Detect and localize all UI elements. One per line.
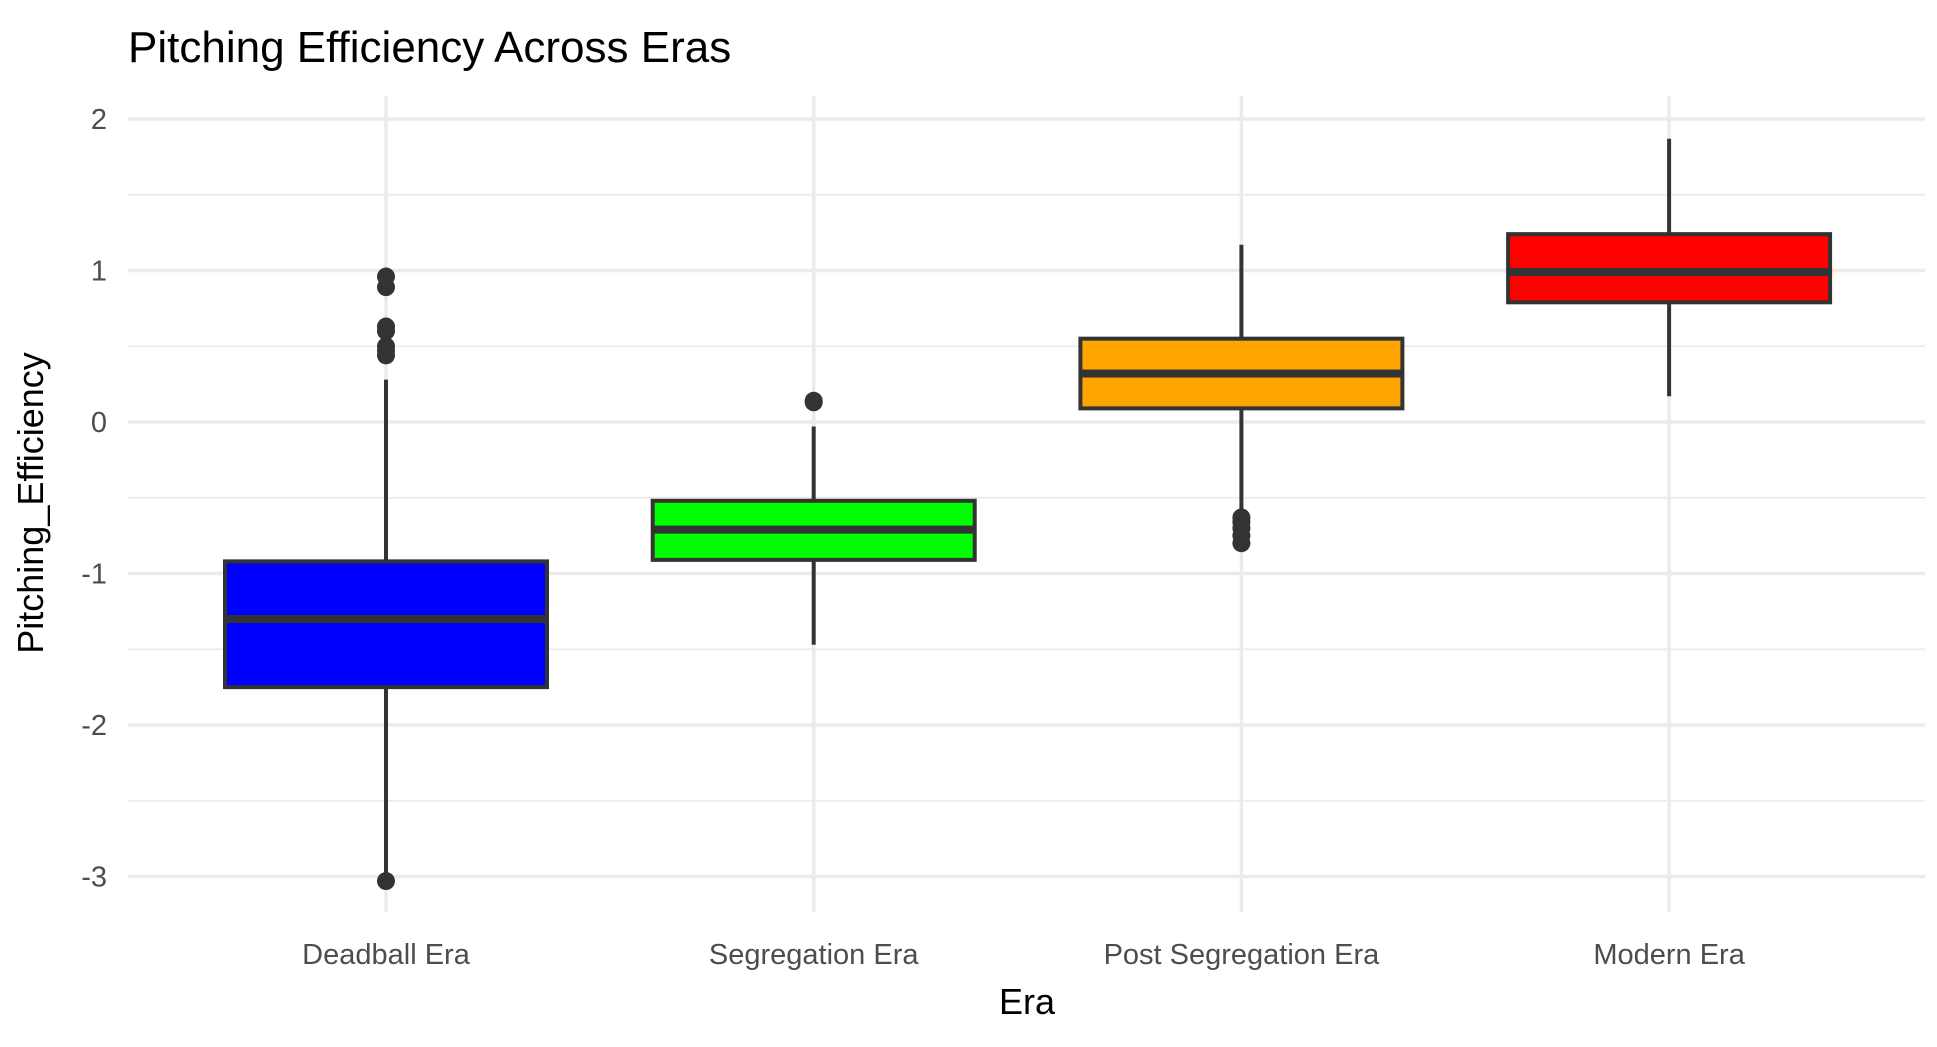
- y-tick-label: -1: [81, 559, 107, 591]
- y-tick-label: 1: [91, 256, 107, 288]
- outlier-point: [377, 278, 395, 297]
- box-modern-era: [1506, 138, 1833, 397]
- y-tick-label: -2: [81, 710, 107, 742]
- outlier-point: [377, 322, 395, 341]
- outlier-point: [377, 346, 395, 365]
- x-tick-label: Segregation Era: [709, 939, 919, 971]
- interquartile-box: [223, 559, 549, 690]
- outlier-point: [377, 872, 395, 891]
- tick-layer: -3 -2 -1 0 1 2 Deadball Era Segregation Era Post…: [81, 104, 1746, 971]
- box-layer: [223, 138, 1833, 891]
- y-tick-label: 2: [91, 104, 107, 136]
- outlier-point: [1232, 534, 1251, 553]
- y-tick-label: 0: [91, 407, 107, 439]
- x-tick-label: Deadball Era: [302, 939, 471, 971]
- x-tick-label: Modern Era: [1593, 939, 1745, 971]
- grid-layer: [128, 96, 1925, 912]
- x-axis-title: Era: [999, 981, 1056, 1022]
- y-tick-label: -3: [81, 862, 107, 894]
- chart-title: Pitching Efficiency Across Eras: [128, 23, 731, 72]
- x-tick-label: Post Segregation Era: [1104, 939, 1381, 971]
- box-deadball-era: [223, 267, 549, 891]
- box-post-segregation-era: [1078, 244, 1405, 553]
- box-segregation-era: [650, 391, 977, 645]
- outlier-point: [804, 393, 823, 412]
- y-axis-title: Pitching_Efficiency: [10, 352, 51, 654]
